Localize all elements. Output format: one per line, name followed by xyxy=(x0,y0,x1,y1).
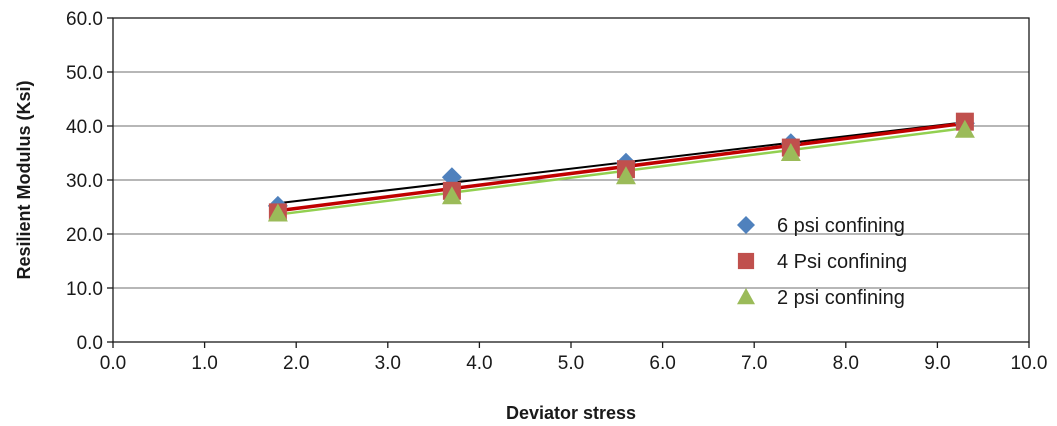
x-tick-label: 8.0 xyxy=(833,353,859,374)
y-tick-label: 10.0 xyxy=(66,279,103,300)
y-tick-label: 20.0 xyxy=(66,225,103,246)
y-tick-label: 50.0 xyxy=(66,63,103,84)
x-tick-label: 2.0 xyxy=(283,353,309,374)
y-tick-label: 60.0 xyxy=(66,9,103,30)
y-axis-title: Resilient Modulus (Ksi) xyxy=(14,80,34,279)
legend-label: 6 psi confining xyxy=(777,215,905,237)
data-markers xyxy=(267,112,975,222)
x-tick-label: 10.0 xyxy=(1011,353,1048,374)
legend-marker-triangle xyxy=(737,288,755,305)
x-tick-label: 6.0 xyxy=(649,353,675,374)
x-tick-label: 1.0 xyxy=(191,353,217,374)
legend-marker-square xyxy=(737,252,755,270)
legend-label: 2 psi confining xyxy=(777,287,905,309)
x-tick-label: 3.0 xyxy=(375,353,401,374)
data-point-triangle xyxy=(954,119,975,138)
x-tick-label: 0.0 xyxy=(100,353,126,374)
data-point-triangle xyxy=(267,203,288,222)
legend: 6 psi confining 4 Psi confining 2 psi conf… xyxy=(737,215,907,309)
x-tick-label: 7.0 xyxy=(741,353,767,374)
legend-marker-diamond xyxy=(737,216,755,234)
y-tick-label: 0.0 xyxy=(77,333,103,354)
x-tick-label: 5.0 xyxy=(558,353,584,374)
legend-label: 4 Psi confining xyxy=(777,251,907,273)
gridlines xyxy=(113,71,1029,289)
y-tick-label: 40.0 xyxy=(66,117,103,138)
y-tick-label: 30.0 xyxy=(66,171,103,192)
axis-ticks: 0.0 10.0 20.0 30.0 40.0 50.0 60.0 0.0 1.0 2.0 3.0 4… xyxy=(66,9,1047,374)
x-tick-label: 4.0 xyxy=(466,353,492,374)
x-axis-title: Deviator stress xyxy=(506,403,636,423)
data-point-triangle xyxy=(615,166,636,185)
x-tick-label: 9.0 xyxy=(924,353,950,374)
data-point-triangle xyxy=(780,143,801,161)
data-point-triangle xyxy=(441,186,462,205)
